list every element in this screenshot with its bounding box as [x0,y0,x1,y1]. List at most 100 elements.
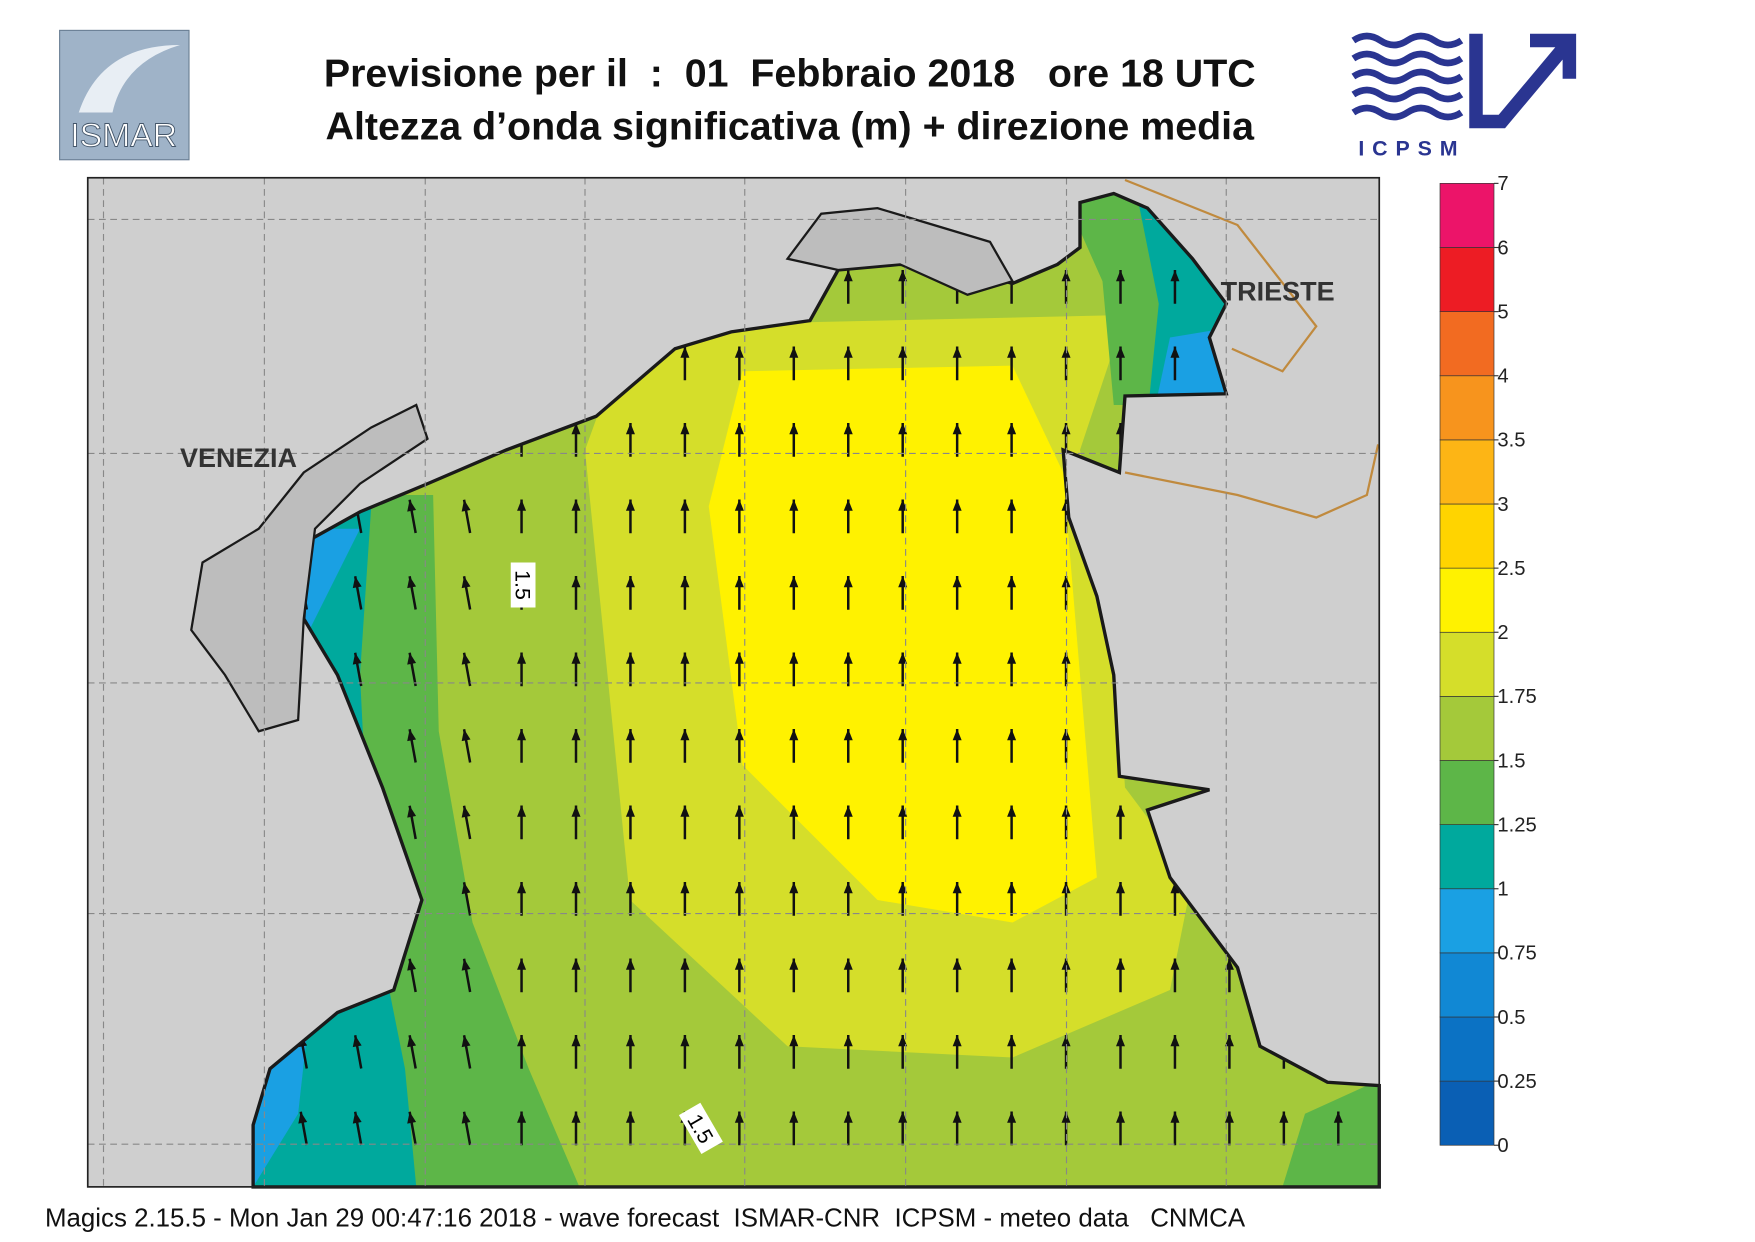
arrow-head [1007,729,1017,741]
arrow-head [734,1035,744,1047]
colorbar: 0 0.25 0.5 0.75 1 1.25 1.5 1.75 2 2.5 3 3.5 4 5 6 7 [1439,173,1537,1157]
contour-label-bg [678,1102,723,1155]
arrow-head [843,729,853,741]
arrow-head [1007,882,1017,894]
arrow-head [1007,499,1017,511]
arrow-head [461,805,471,818]
footer: Magics 2.15.5 - Mon Jan 29 00:47:16 2018… [45,1204,1246,1232]
arrow-head [952,346,962,358]
arrow-head [352,1035,362,1048]
arrow-head [952,882,962,894]
arrow-head [789,729,799,741]
arrow-head [843,423,853,435]
arrow-head [517,1035,527,1047]
arrow-head [843,576,853,588]
colorbar-band [1439,760,1495,825]
arrow-head [680,882,690,894]
arrow-head [680,499,690,511]
colorbar-band [1439,696,1495,761]
arrow-head [680,958,690,970]
arrow-head [734,499,744,511]
arrow-head [1333,1111,1343,1123]
arrow-head [952,1035,962,1047]
colorbar-tick-label: 1.75 [1497,686,1536,708]
arrow-head [898,346,908,358]
arrow-head [898,958,908,970]
logo-box [59,29,190,161]
arrow-head [407,1035,417,1048]
arrow-head [461,1035,471,1048]
arrow-head [625,652,635,664]
arrow-head [625,882,635,894]
arrow-head [789,652,799,664]
colorbar-tick-label: 2.5 [1497,558,1525,580]
arrow-head [734,958,744,970]
arrow-head [517,652,527,664]
arrow-head [625,499,635,511]
arrow-head [843,346,853,358]
arrow-head [789,576,799,588]
arrow-head [517,499,527,511]
arrow-head [517,882,527,894]
colorbar-band [1439,952,1495,1018]
colorbar-tick-label: 1.5 [1497,750,1525,772]
colorbar-tick-label: 3.5 [1497,430,1525,452]
arrow-head [571,652,581,664]
colorbar-band [1439,375,1495,441]
arrow-head [952,576,962,588]
arrow-head [952,1111,962,1123]
arrow-head [625,805,635,817]
arrow-head [517,729,527,741]
arrow-head [734,346,744,358]
arrow-head [571,882,581,894]
arrow-head [517,958,527,970]
border [1124,178,1380,519]
contour-label-bg [510,562,536,608]
arrow-head [898,652,908,664]
arrow-head [1007,805,1017,817]
arrow-head [1116,882,1125,894]
colorbar-tick-label: 6 [1497,237,1508,259]
arrow-head [625,1035,635,1047]
arrow-head [843,805,853,817]
arrow-head [734,882,744,894]
arrow-head [734,805,744,817]
colorbar-tick-label: 0 [1497,1135,1508,1157]
arrow-head [680,729,690,741]
arrow-head [352,652,362,665]
arrow-head [461,1111,471,1124]
arrow-head [407,576,417,589]
arrow-head [734,423,744,435]
arrow-head [1170,958,1180,970]
colorbar-tick-label: 5 [1497,301,1508,323]
arrow-head [1061,652,1071,664]
arrow-head [789,346,799,358]
arrow-head [407,958,417,971]
logo-arrow [1469,33,1577,129]
arrow-head [571,805,581,817]
arrow-head [898,1111,908,1123]
arrow-head [1061,270,1071,282]
arrow-head [625,423,635,435]
arrow-head [407,499,417,512]
logo-text: ICPSM [1358,136,1465,160]
colorbar-band [1439,503,1495,569]
arrow-head [407,1111,417,1124]
arrow-head [407,652,417,665]
icpsm-logo: ICPSM [1351,32,1577,160]
arrow-head [352,576,362,589]
arrow-head [898,729,908,741]
logo-swirl [78,45,180,113]
arrow-head [461,958,471,971]
arrow-head [1116,346,1125,358]
arrow-head [461,882,471,895]
colorbar-band [1439,311,1495,377]
colorbar-band [1439,888,1495,954]
arrow-head [952,423,962,435]
arrow-head [898,805,908,817]
logo-text: ISMAR [70,116,177,154]
arrow-head [952,958,962,970]
ismar-logo: ISMAR [59,29,190,161]
arrow-head [1224,958,1234,970]
arrow-head [952,729,962,741]
